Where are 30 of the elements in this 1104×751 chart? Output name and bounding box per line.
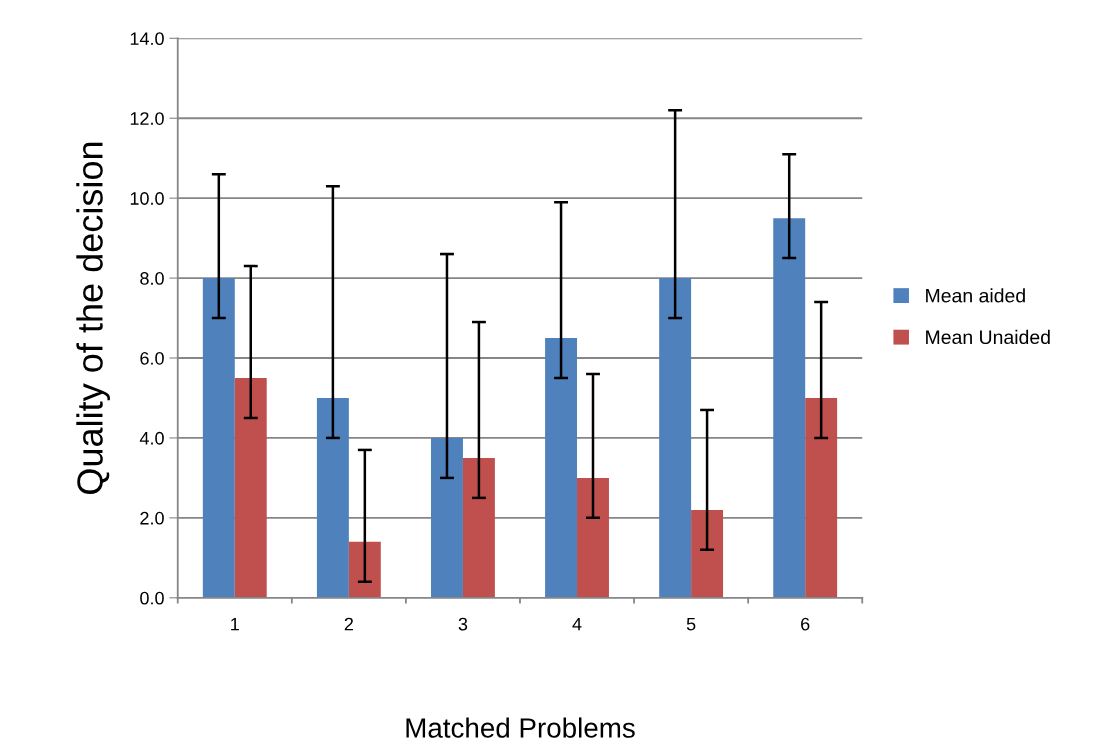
y-tick-label: 4.0 <box>139 431 164 445</box>
x-tick-label: 5 <box>686 617 696 631</box>
x-tick-label: 4 <box>572 617 582 631</box>
y-tick-label: 2.0 <box>140 511 164 525</box>
bar <box>202 278 235 598</box>
bar <box>805 397 838 598</box>
x-tick-label: 2 <box>344 617 353 631</box>
legend-label: Mean aided <box>926 288 1025 303</box>
bar <box>691 509 724 598</box>
y-tick-label: 6.0 <box>140 351 164 365</box>
bar <box>431 437 463 598</box>
bar <box>577 477 609 598</box>
bar <box>234 377 267 598</box>
x-tick-label: 1 <box>231 617 239 631</box>
bar <box>316 397 349 598</box>
bar <box>348 541 381 598</box>
bar <box>545 338 578 598</box>
x-tick-label: 6 <box>801 617 810 631</box>
y-tick-label: 12.0 <box>130 112 164 125</box>
y-axis-title: Quality of the decision <box>76 142 110 494</box>
bar <box>462 457 495 598</box>
bar <box>773 218 806 598</box>
y-tick-label: 0.0 <box>140 591 164 605</box>
y-tick-label: 8.0 <box>140 272 164 285</box>
y-tick-label: 10.0 <box>130 192 164 205</box>
bar <box>659 278 692 598</box>
legend-label: Mean Unaided <box>926 329 1050 345</box>
y-tick-label: 14.0 <box>130 32 164 46</box>
x-axis-title: Matched Problems <box>406 717 635 738</box>
x-tick-label: 3 <box>458 617 468 631</box>
